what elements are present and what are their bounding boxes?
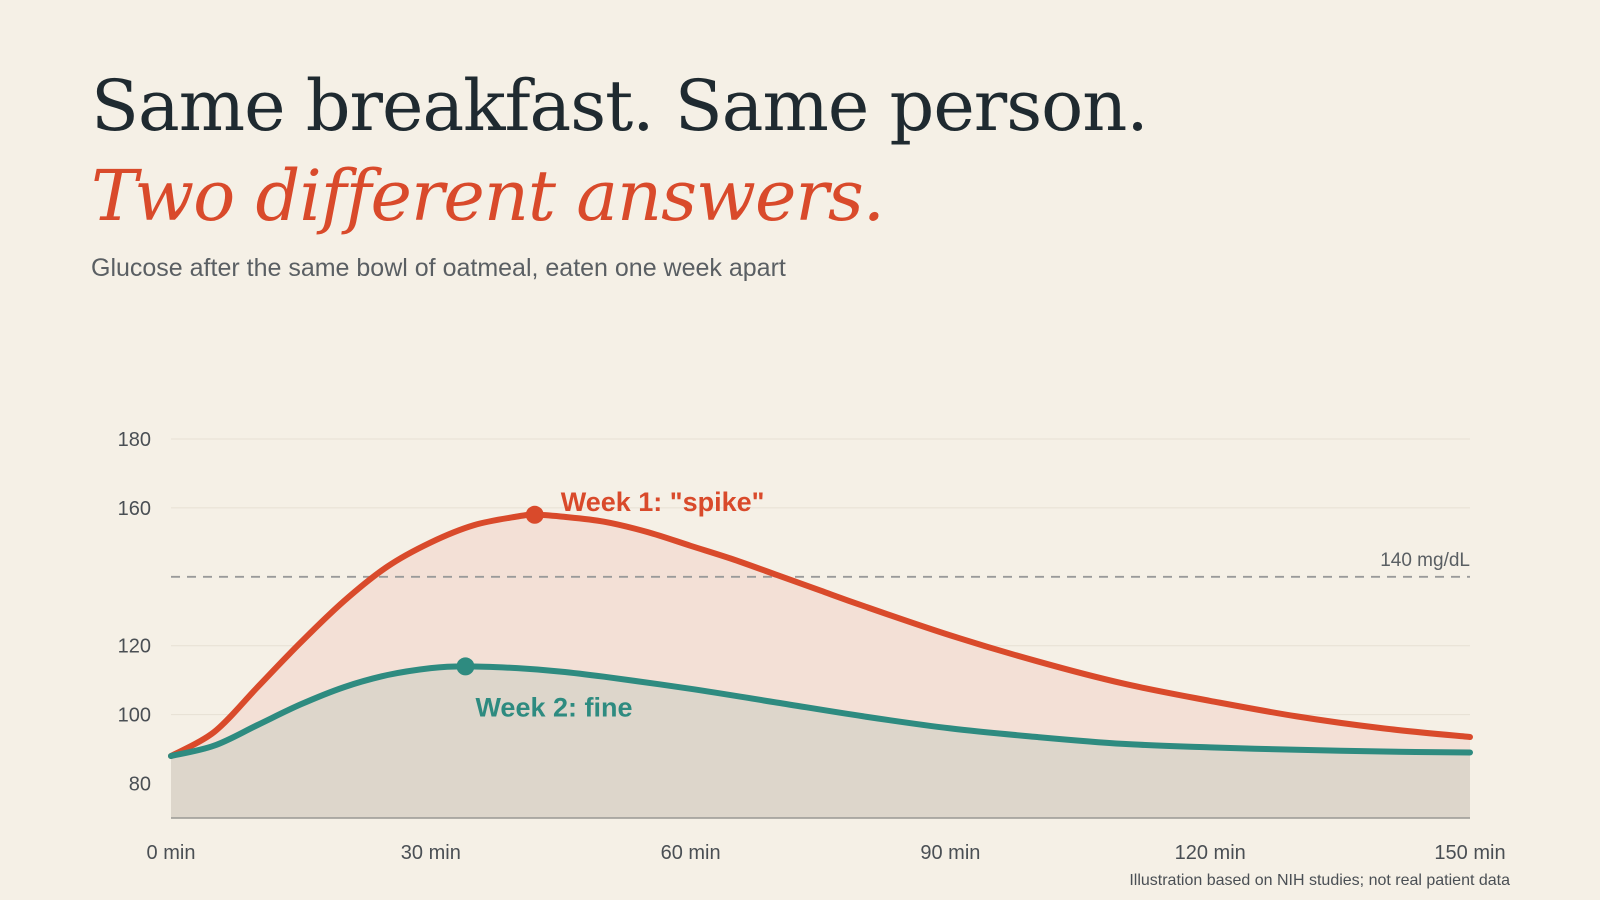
x-tick-label: 0 min [147, 842, 196, 864]
subtitle: Glucose after the same bowl of oatmeal, … [91, 254, 786, 282]
footnote: Illustration based on NIH studies; not r… [1129, 872, 1510, 889]
week2-label: Week 2: fine [475, 692, 632, 722]
x-tick-label: 60 min [661, 842, 721, 864]
x-tick-label: 90 min [920, 842, 980, 864]
x-tick-label: 120 min [1175, 842, 1246, 864]
area-layer [171, 514, 1470, 818]
week2-peak-marker [456, 657, 475, 676]
y-tick-label: 180 [118, 429, 151, 451]
week2-area [171, 666, 1470, 818]
x-tick-label: 150 min [1434, 842, 1505, 864]
y-tick-label: 120 [118, 636, 151, 658]
week1-line [168, 511, 1473, 759]
headline-accent: Two different answers. [91, 155, 885, 237]
label-layer: Week 1: "spike" Week 2: fine [475, 487, 764, 723]
y-tick-label: 160 [118, 498, 151, 520]
y-tick-label: 100 [118, 705, 151, 727]
y-tick-label: 80 [129, 774, 151, 796]
week2-line [168, 663, 1473, 759]
reference-line-label: 140 mg/dL [1380, 550, 1470, 571]
headline: Same breakfast. Same person. [91, 65, 1149, 147]
week1-peak-marker [525, 505, 544, 524]
x-tick-label: 30 min [401, 842, 461, 864]
line-layer [168, 505, 1473, 759]
reference-layer: 140 mg/dL [171, 550, 1470, 578]
axis-layer: 80 100 120 160 180 0 min 30 min 60 min 90 min 120… [118, 429, 1506, 864]
week1-label: Week 1: "spike" [561, 487, 765, 517]
